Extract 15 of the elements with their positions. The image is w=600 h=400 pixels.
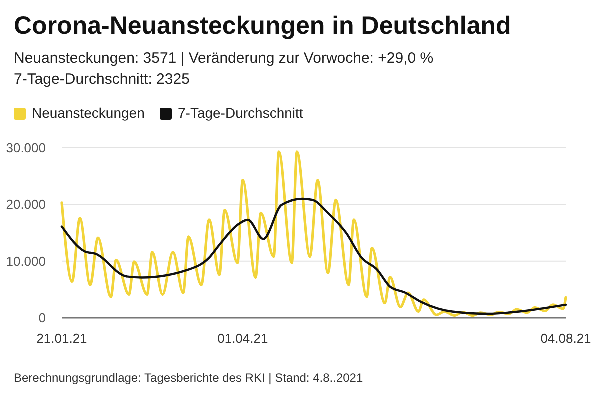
text: Berechnungsgrundlage: Tagesberichte des RKI | Stand: 4.8..2021 [14, 371, 364, 385]
y-tick-label: 30.000 [6, 140, 46, 156]
y-tick-label: 10.000 [6, 254, 46, 269]
chart-title: Corona-Neuansteckungen in Deutschland [14, 12, 512, 40]
x-tick-label: 21.01.21 [36, 331, 88, 346]
y-tick-label: 20.000 [6, 197, 46, 212]
line-series [60, 198, 568, 316]
y-tick-label: 0 [38, 310, 46, 326]
x-tick-label: 04.08.21 [540, 331, 592, 346]
legend-label: Neuansteckungen [32, 105, 145, 121]
line-series [60, 150, 568, 318]
legend-label: 7-Tage-Durchschnitt [178, 105, 304, 121]
text: 7-Tage-Durchschnitt: 2325 [14, 71, 190, 88]
x-tick-label: 01.04.21 [218, 331, 268, 346]
chart-subtitle: Neuansteckungen: 3571 | Veränderung zur Vorwoche: +29,0 % [14, 50, 434, 67]
